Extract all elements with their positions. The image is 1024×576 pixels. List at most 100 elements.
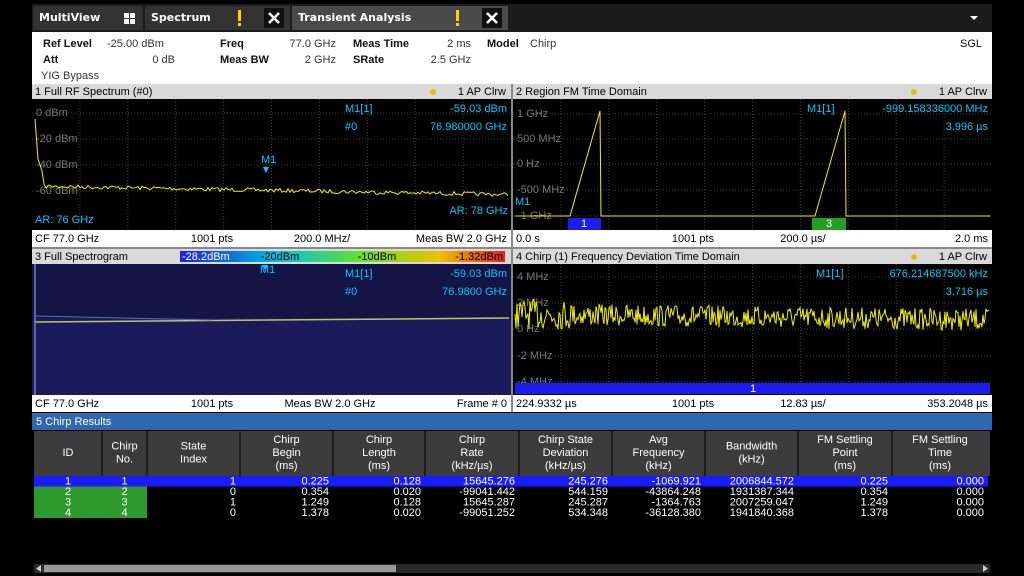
table-cell: 0.000 <box>956 507 984 519</box>
column-header: Time <box>928 447 952 459</box>
y-tick-label: 0 Hz <box>517 158 540 170</box>
warning-icon <box>456 10 459 21</box>
table-cell: 1941840.368 <box>730 507 794 519</box>
row-highlight[interactable] <box>34 487 147 498</box>
y-tick-label: 0 dBm <box>36 107 68 119</box>
column-header: (kHz) <box>738 453 764 465</box>
setting-label: Meas Time <box>353 38 409 50</box>
window-footer-text: 353.2048 µs <box>927 398 988 410</box>
window-footer <box>513 230 992 247</box>
window-footer-text: 1001 pts <box>672 398 715 410</box>
annotation: 3 <box>826 218 832 230</box>
marker-info: -999.158336000 MHz <box>882 103 988 115</box>
trace-label: 1 AP Clrw <box>939 251 987 263</box>
spectrogram-band <box>32 318 511 395</box>
marker-info: #0 <box>345 121 357 133</box>
annotation: AR: 76 GHz <box>35 214 94 226</box>
table-cell: 4 <box>65 507 71 519</box>
scale-label: -28.2dBm <box>182 251 230 263</box>
setting-note: YIG Bypass <box>41 70 100 82</box>
scale-label: -1.32dBm <box>455 251 503 263</box>
warning-icon <box>238 23 241 26</box>
y-tick-label: -20 dBm <box>36 133 78 145</box>
table-cell: -99051.252 <box>459 507 515 519</box>
column-header: (ms) <box>368 460 390 472</box>
annotation: 1 <box>581 218 587 230</box>
marker-info: M1[1] <box>345 103 373 115</box>
row-highlight[interactable] <box>34 508 147 519</box>
window-title: 3 Full Spectrogram <box>35 251 128 263</box>
column-header: Length <box>362 447 396 459</box>
trace-label: 1 AP Clrw <box>458 86 506 98</box>
column-header: No. <box>116 453 133 465</box>
window-footer-text: CF 77.0 GHz <box>35 233 99 245</box>
column-header: Chirp <box>366 434 392 446</box>
setting-value: 77.0 GHz <box>290 38 336 50</box>
column-header: Bandwidth <box>726 440 777 452</box>
divider <box>511 84 513 412</box>
column-header: Deviation <box>543 447 589 459</box>
marker-info: #0 <box>345 286 357 298</box>
column-header: Chirp <box>273 434 299 446</box>
window-footer-text: 2.0 ms <box>955 233 989 245</box>
annotation: M1 <box>515 196 530 208</box>
setting-label: Freq <box>220 38 244 50</box>
y-tick-label: 500 MHz <box>517 133 561 145</box>
window-footer <box>32 395 511 412</box>
window-footer-text: 200.0 µs/ <box>780 233 826 245</box>
annotation: AR: 78 GHz <box>449 205 508 217</box>
trace-label: 1 AP Clrw <box>939 86 987 98</box>
window-footer-text: 1001 pts <box>191 398 234 410</box>
setting-label: SRate <box>353 54 384 66</box>
window-footer-text: 200.0 MHz/ <box>294 233 351 245</box>
trace-indicator <box>911 89 917 95</box>
column-header: Chirp <box>459 434 485 446</box>
window-title: 4 Chirp (1) Frequency Deviation Time Dom… <box>516 251 740 263</box>
column-header: Frequency <box>633 447 685 459</box>
table-cell: 0.020 <box>393 507 421 519</box>
marker-info: 3.996 µs <box>946 121 989 133</box>
window-footer-text: 12.83 µs/ <box>780 398 826 410</box>
warning-icon <box>238 10 241 21</box>
setting-value: 0 dB <box>152 54 175 66</box>
column-header: (ms) <box>834 460 856 472</box>
window-footer <box>513 395 992 412</box>
tab-icon <box>124 19 129 24</box>
column-header: Chirp State <box>538 434 593 446</box>
setting-value: 2 ms <box>447 38 471 50</box>
table-cell: 0 <box>230 507 236 519</box>
column-header: (ms) <box>276 460 298 472</box>
table-cell: 1.378 <box>860 507 888 519</box>
setting-label: Meas BW <box>220 54 270 66</box>
annotation: M1 <box>261 154 276 166</box>
marker-info: -59.03 dBm <box>450 268 507 280</box>
column-header: Avg <box>649 434 668 446</box>
warning-icon <box>456 23 459 26</box>
marker-info: 3.716 µs <box>946 286 989 298</box>
results-title-bar <box>32 413 992 430</box>
marker-info: M1[1] <box>807 103 835 115</box>
column-header: Rate <box>460 447 483 459</box>
setting-label: Att <box>43 54 59 66</box>
column-header: Index <box>180 453 207 465</box>
annotation: M1 <box>260 264 275 276</box>
column-header: Point <box>832 447 857 459</box>
scrollbar-thumb[interactable] <box>44 565 396 572</box>
y-tick-label: -500 MHz <box>517 184 565 196</box>
setting-label: Ref Level <box>43 38 92 50</box>
window-footer-text: CF 77.0 GHz <box>35 398 99 410</box>
column-header: FM Settling <box>817 434 873 446</box>
y-tick-label: -40 dBm <box>36 159 78 171</box>
table-cell: 4 <box>121 507 127 519</box>
row-highlight[interactable] <box>34 497 147 508</box>
results-title: 5 Chirp Results <box>36 416 112 428</box>
setting-value: 2 GHz <box>305 54 336 66</box>
column-header: Chirp <box>111 440 137 452</box>
column-header: (kHz) <box>645 460 671 472</box>
marker-info: M1[1] <box>345 268 373 280</box>
tab-label: Spectrum <box>151 11 211 24</box>
column-header: FM Settling <box>912 434 968 446</box>
setting-value: -25.00 dBm <box>107 38 164 50</box>
table-cell: 534.348 <box>568 507 608 519</box>
